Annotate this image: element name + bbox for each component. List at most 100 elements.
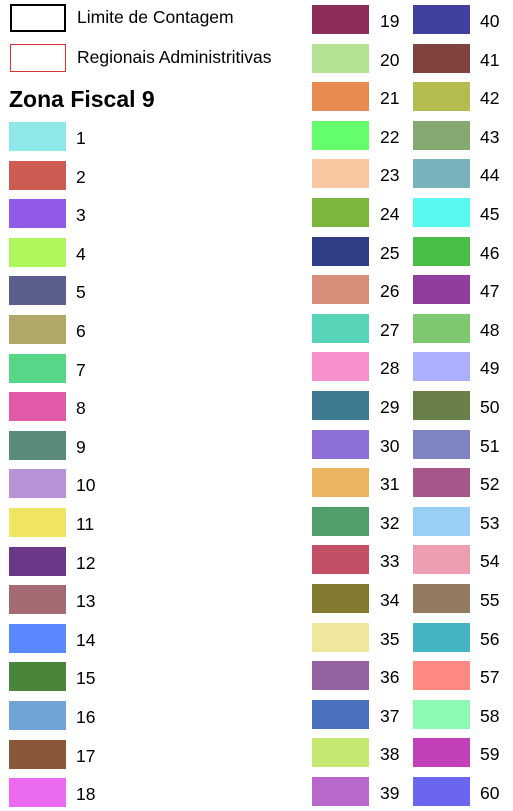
zone-number: 34 — [380, 590, 400, 610]
regionais-administritivas-label: Regionais Administritivas — [77, 47, 272, 67]
zone-number: 26 — [380, 281, 400, 302]
zone-number: 37 — [380, 705, 400, 726]
limite-de-contagem-swatch — [10, 4, 66, 32]
legend-item-limite-de-contagem: Limite de Contagem — [10, 4, 310, 34]
legend-title: Zona Fiscal 9 — [9, 86, 155, 112]
zone-color-swatch — [9, 353, 66, 383]
zone-color-swatch — [9, 469, 66, 499]
zone-color-swatch — [9, 315, 66, 344]
zone-color-swatch — [9, 585, 66, 615]
zone-color-swatch — [413, 352, 470, 382]
zone-number: 57 — [480, 667, 500, 688]
zone-number: 12 — [76, 552, 96, 573]
zone-number: 41 — [480, 49, 500, 70]
zone-color-swatch — [312, 236, 369, 266]
zone-color-swatch — [413, 468, 470, 498]
zone-color-swatch — [413, 661, 470, 691]
zone-number: 54 — [480, 551, 500, 572]
zone-color-swatch — [413, 5, 470, 34]
zone-color-swatch — [312, 275, 369, 305]
zone-color-swatch — [413, 159, 470, 189]
zone-number: 25 — [380, 242, 400, 263]
zone-number: 14 — [76, 629, 96, 650]
zone-color-swatch — [9, 276, 66, 306]
zone-number: 8 — [76, 398, 86, 419]
zone-color-swatch — [413, 506, 470, 536]
zone-color-swatch — [312, 82, 369, 112]
zone-number: 21 — [380, 88, 400, 109]
zone-number: 39 — [380, 783, 400, 803]
zone-number: 59 — [480, 744, 500, 765]
zone-number: 30 — [380, 435, 400, 456]
zone-number: 1 — [76, 128, 86, 148]
zone-color-swatch — [312, 5, 369, 34]
zone-number: 3 — [76, 205, 86, 226]
zone-number: 9 — [76, 436, 86, 457]
zone-color-swatch — [9, 160, 66, 190]
zone-color-swatch — [312, 699, 369, 729]
zone-number: 44 — [480, 165, 500, 186]
zone-color-swatch — [312, 777, 369, 806]
zone-color-swatch — [413, 82, 470, 112]
zone-color-swatch — [9, 199, 66, 229]
zone-number: 49 — [480, 358, 500, 379]
zone-number: 45 — [480, 204, 500, 224]
zone-color-swatch — [312, 120, 369, 150]
zone-number: 7 — [76, 359, 86, 380]
zone-number: 13 — [76, 591, 96, 612]
zone-number: 32 — [380, 512, 400, 533]
zone-number: 56 — [480, 628, 500, 649]
zone-color-swatch — [413, 391, 470, 420]
zone-number: 36 — [380, 667, 400, 688]
zone-number: 20 — [380, 49, 400, 70]
zone-number: 27 — [380, 319, 400, 340]
zone-number: 58 — [480, 705, 500, 726]
zone-color-swatch — [9, 778, 66, 808]
zone-number: 15 — [76, 668, 96, 689]
zone-number: 2 — [76, 166, 86, 187]
zone-number: 18 — [76, 784, 96, 805]
zone-color-swatch — [312, 738, 369, 768]
zone-color-swatch — [312, 198, 369, 227]
zone-color-swatch — [312, 545, 369, 575]
zone-color-swatch — [312, 43, 369, 73]
zone-color-swatch — [9, 430, 66, 460]
zone-number: 4 — [76, 243, 86, 264]
zone-number: 28 — [380, 358, 400, 379]
zone-number: 55 — [480, 590, 500, 610]
zone-number: 43 — [480, 126, 500, 147]
zone-number: 50 — [480, 397, 500, 417]
zone-number: 51 — [480, 435, 500, 456]
zone-color-swatch — [413, 622, 470, 652]
zone-number: 48 — [480, 319, 500, 340]
zone-color-swatch — [9, 508, 66, 537]
zone-color-swatch — [413, 313, 470, 343]
zone-color-swatch — [312, 429, 369, 459]
zone-number: 31 — [380, 474, 400, 495]
zone-color-swatch — [413, 236, 470, 266]
zone-number: 52 — [480, 474, 500, 495]
zone-color-swatch — [9, 122, 66, 151]
zone-number: 46 — [480, 242, 500, 263]
zone-color-swatch — [9, 662, 66, 692]
zone-color-swatch — [312, 506, 369, 536]
zone-color-swatch — [413, 198, 470, 227]
zone-color-swatch — [413, 275, 470, 305]
zone-number: 29 — [380, 397, 400, 417]
zone-color-swatch — [9, 392, 66, 422]
zone-number: 6 — [76, 321, 86, 341]
zone-color-swatch — [413, 738, 470, 768]
zone-color-swatch — [9, 701, 66, 730]
zone-number: 10 — [76, 475, 96, 496]
zone-color-swatch — [312, 468, 369, 498]
limite-de-contagem-label: Limite de Contagem — [77, 7, 234, 27]
zone-color-swatch — [312, 584, 369, 613]
zone-color-swatch — [312, 661, 369, 691]
zone-color-swatch — [413, 429, 470, 459]
zone-color-swatch — [312, 391, 369, 420]
zone-number: 11 — [76, 514, 95, 534]
zone-number: 5 — [76, 282, 86, 303]
zone-color-swatch — [9, 546, 66, 576]
zone-number: 24 — [380, 204, 400, 224]
zone-number: 22 — [380, 126, 400, 147]
